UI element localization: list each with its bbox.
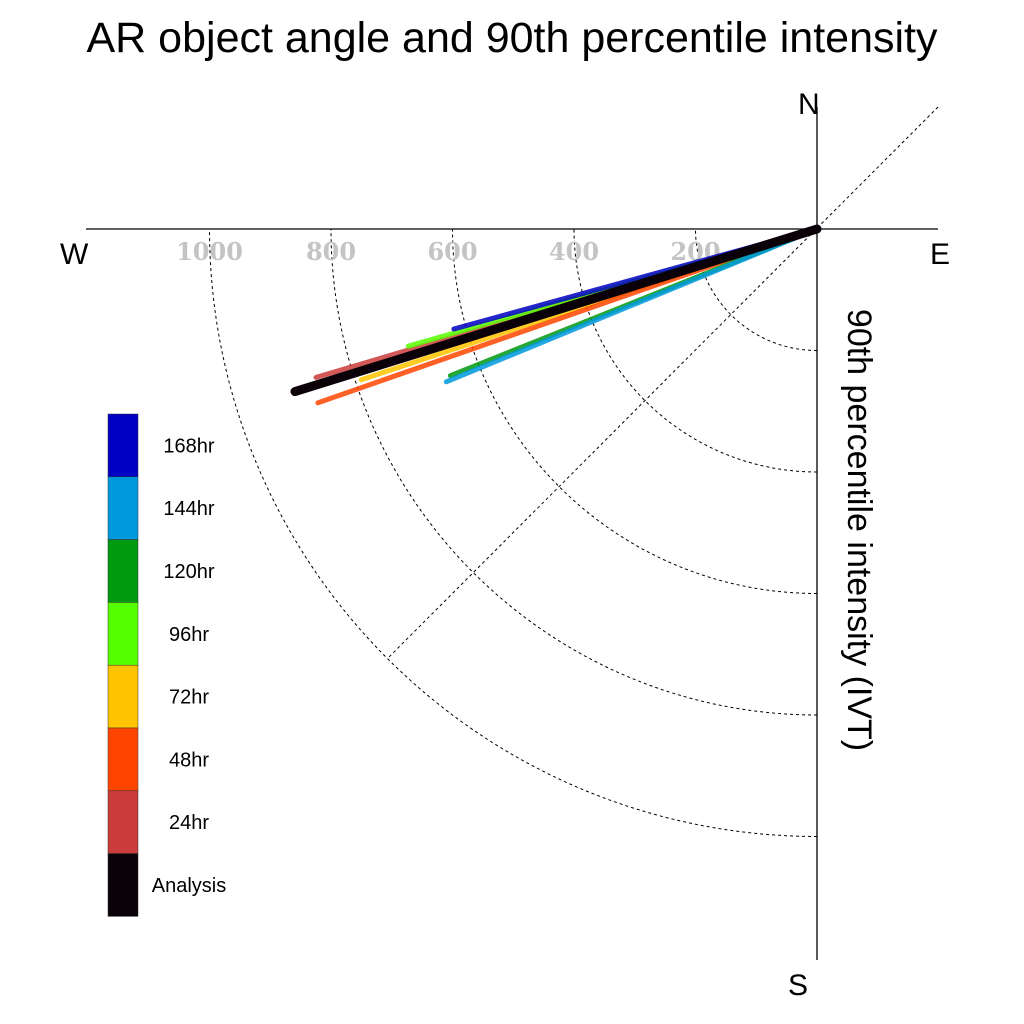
- legend-label: Analysis: [152, 875, 226, 897]
- vector-series: [290, 224, 822, 406]
- east-label: E: [930, 238, 950, 271]
- south-label: S: [788, 969, 808, 1002]
- legend-swatch-120hr: [107, 539, 139, 603]
- north-label: N: [798, 88, 820, 121]
- radial-tick-label: 1000: [176, 237, 243, 266]
- legend-swatch-48hr: [107, 727, 139, 792]
- origin-point: [813, 225, 821, 233]
- grid-ring: [209, 228, 818, 837]
- legend-swatch-24hr: [107, 790, 139, 854]
- legend-swatch-144hr: [107, 476, 139, 540]
- legend-label: 96hr: [169, 624, 209, 646]
- grid-layer: [209, 228, 818, 837]
- radial-tick-label: 400: [549, 237, 599, 266]
- legend: 168hr 144hr 120hr 96hr 72hr 48hr 24hr Analysis: [107, 413, 226, 917]
- axes-layer: N S W E: [60, 88, 950, 1002]
- legend-label: 144hr: [163, 498, 214, 520]
- legend-label: 72hr: [169, 687, 209, 709]
- west-label: W: [60, 238, 89, 271]
- legend-swatch-168hr: [107, 413, 139, 478]
- legend-swatch-analysis: [107, 853, 139, 917]
- diagonal-guide: [386, 106, 939, 660]
- radial-tick-label: 800: [306, 237, 356, 266]
- y-axis-label: 90th percentile intensity (IVT): [840, 309, 878, 751]
- grid-ring: [573, 228, 818, 473]
- chart-title: AR object angle and 90th percentile inte…: [86, 14, 938, 62]
- radial-tick-label: 600: [427, 237, 477, 266]
- legend-label: 48hr: [169, 749, 209, 771]
- grid-ring: [452, 228, 818, 594]
- vector-144hr: [443, 226, 820, 385]
- legend-label: 168hr: [163, 435, 214, 457]
- legend-label: 120hr: [163, 561, 214, 583]
- grid-ring: [330, 228, 818, 716]
- grid-ring: [695, 228, 818, 351]
- vector-analysis: [290, 224, 822, 397]
- legend-label: 24hr: [169, 812, 209, 834]
- legend-swatch-96hr: [107, 602, 139, 666]
- legend-swatch-72hr: [107, 664, 139, 729]
